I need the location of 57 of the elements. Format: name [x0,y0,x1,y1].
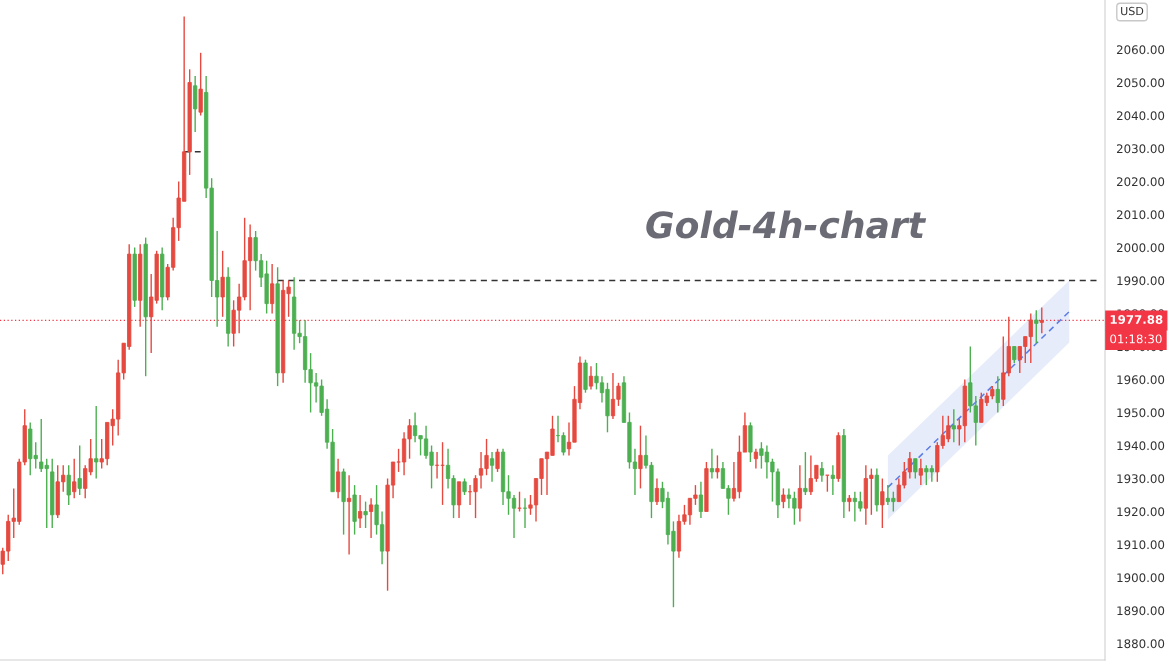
candlestick [995,375,1000,414]
candlestick [495,448,500,473]
candlestick [797,464,803,523]
candlestick [198,52,203,117]
candlestick [753,448,759,470]
candlestick [94,405,99,480]
candlestick [346,474,352,556]
candlestick [830,464,835,496]
candlestick [335,458,341,499]
y-tick-label: 1990.00 [1117,276,1165,286]
y-tick-label: 1880.00 [1117,639,1165,649]
candlestick [396,448,401,473]
candlestick [66,464,71,506]
y-tick-label: 2020.00 [1116,177,1165,187]
y-tick-label: 1950.00 [1117,408,1165,418]
y-tick-label: 1900.00 [1117,573,1165,583]
candlestick [803,451,808,496]
candlestick [193,75,198,133]
y-tick-label: 2040.00 [1116,111,1165,121]
candlestick [918,458,923,486]
text: 01:18:30 [1110,334,1162,344]
ref-line-label: 1977.88 [1110,314,1163,324]
candlestick [913,458,918,480]
candlestick [489,451,495,483]
candlestick [951,408,956,443]
y-tick-label: 2030.00 [1116,144,1165,154]
candlestick [368,497,374,539]
candlestick [880,477,885,529]
y-tick-label: 2050.00 [1116,78,1165,88]
candlestick [781,487,786,509]
candlestick [456,481,462,519]
candlestick [1034,309,1039,344]
y-tick-label: 1930.00 [1117,474,1165,484]
candlestick [715,454,720,480]
candlestick [819,461,824,483]
candlestick [588,365,594,391]
y-tick-label: 2060.00 [1116,45,1165,55]
candlestick [72,458,77,499]
candlestick [270,263,275,315]
candlestick [77,444,82,496]
y-tick-label: 1940.00 [1117,441,1165,451]
candlestick [709,448,715,480]
candlestick [1039,306,1044,334]
text: USD [1121,6,1144,16]
y-tick-label: 1960.00 [1117,375,1165,385]
candlestick [357,494,363,529]
candlestick [654,477,660,506]
candlestick [698,481,704,519]
y-tick-label: 1890.00 [1117,606,1165,616]
candlestick [220,250,225,318]
y-tick-label: 1910.00 [1117,540,1165,550]
y-tick-label: 1920.00 [1117,507,1165,517]
y-tick-label: 2010.00 [1116,210,1165,220]
candlestick [363,500,368,529]
text: Gold-4h-chart [646,210,927,239]
candlestick [638,425,643,490]
y-tick-label: 2000.00 [1116,243,1165,253]
